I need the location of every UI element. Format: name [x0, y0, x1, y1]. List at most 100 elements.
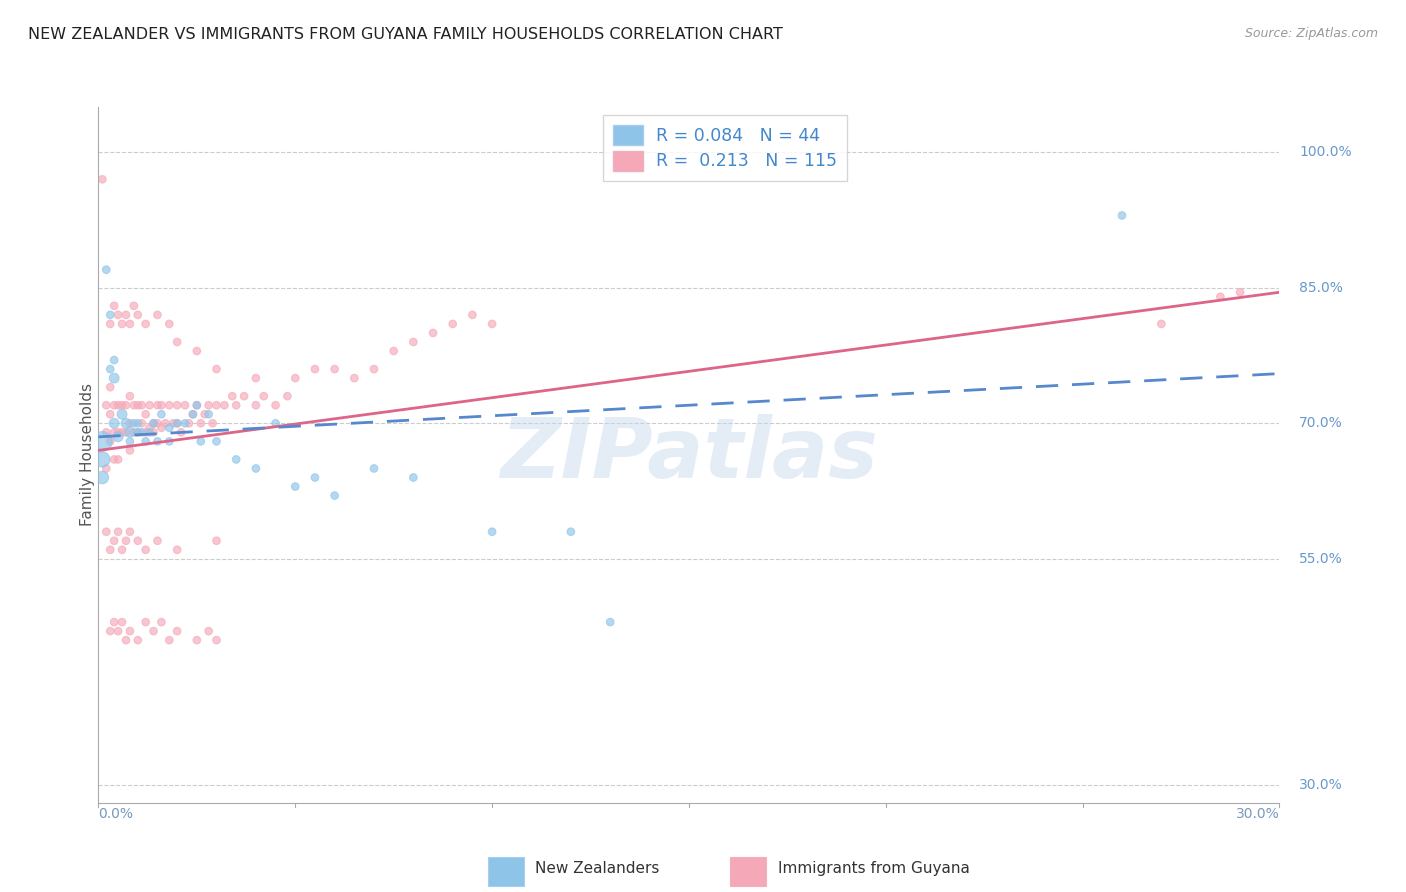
- Point: [174, 417, 197, 431]
- Point: [157, 421, 180, 435]
- Point: [111, 425, 134, 440]
- Point: [111, 615, 134, 629]
- Point: [205, 362, 228, 376]
- Point: [170, 425, 193, 440]
- Point: [402, 470, 425, 484]
- Point: [98, 624, 121, 639]
- Point: [115, 633, 138, 648]
- Point: [363, 461, 385, 475]
- Point: [284, 479, 307, 493]
- Point: [177, 417, 200, 431]
- Point: [91, 470, 114, 484]
- Point: [1150, 317, 1173, 331]
- Point: [115, 398, 138, 412]
- Point: [107, 430, 129, 444]
- Point: [111, 542, 134, 557]
- Point: [157, 398, 180, 412]
- Point: [98, 380, 121, 394]
- Point: [461, 308, 484, 322]
- Text: 70.0%: 70.0%: [1299, 417, 1343, 430]
- Point: [142, 425, 165, 440]
- Point: [146, 533, 169, 548]
- Point: [304, 470, 326, 484]
- Point: [205, 533, 228, 548]
- Point: [98, 434, 121, 449]
- Point: [122, 299, 145, 313]
- Point: [118, 417, 141, 431]
- Point: [166, 542, 188, 557]
- Point: [166, 398, 188, 412]
- Point: [103, 615, 125, 629]
- Point: [142, 417, 165, 431]
- Point: [122, 417, 145, 431]
- Legend: R = 0.084   N = 44, R =  0.213   N = 115: R = 0.084 N = 44, R = 0.213 N = 115: [603, 115, 848, 180]
- Point: [111, 398, 134, 412]
- Point: [481, 317, 503, 331]
- Point: [107, 524, 129, 539]
- Point: [157, 633, 180, 648]
- Point: [98, 317, 121, 331]
- Point: [221, 389, 243, 403]
- Point: [138, 398, 160, 412]
- Point: [91, 172, 114, 186]
- Point: [127, 425, 149, 440]
- Point: [441, 317, 464, 331]
- Point: [103, 417, 125, 431]
- Point: [323, 489, 346, 503]
- Point: [103, 353, 125, 368]
- Point: [245, 398, 267, 412]
- Point: [107, 452, 129, 467]
- Point: [343, 371, 366, 385]
- Point: [103, 452, 125, 467]
- Point: [560, 524, 582, 539]
- Point: [146, 398, 169, 412]
- Text: Source: ZipAtlas.com: Source: ZipAtlas.com: [1244, 27, 1378, 40]
- Point: [135, 615, 157, 629]
- Point: [481, 524, 503, 539]
- Point: [214, 398, 236, 412]
- Point: [205, 434, 228, 449]
- Point: [181, 407, 204, 421]
- Point: [96, 398, 118, 412]
- Point: [1111, 209, 1133, 223]
- Point: [225, 398, 247, 412]
- Point: [181, 407, 204, 421]
- Point: [205, 398, 228, 412]
- Point: [205, 633, 228, 648]
- Text: 55.0%: 55.0%: [1299, 552, 1343, 566]
- Point: [150, 615, 173, 629]
- Point: [264, 398, 287, 412]
- Point: [103, 533, 125, 548]
- Point: [118, 317, 141, 331]
- Point: [127, 533, 149, 548]
- Point: [127, 425, 149, 440]
- Point: [166, 417, 188, 431]
- Point: [118, 425, 141, 440]
- Point: [107, 308, 129, 322]
- Point: [127, 398, 149, 412]
- Point: [118, 443, 141, 458]
- Point: [138, 421, 160, 435]
- Point: [135, 425, 157, 440]
- Point: [197, 398, 219, 412]
- Point: [599, 615, 621, 629]
- Point: [186, 344, 208, 359]
- Point: [190, 417, 212, 431]
- Point: [190, 434, 212, 449]
- Point: [115, 425, 138, 440]
- Point: [118, 389, 141, 403]
- Text: ZIPatlas: ZIPatlas: [501, 415, 877, 495]
- Point: [264, 417, 287, 431]
- Point: [146, 417, 169, 431]
- Y-axis label: Family Households: Family Households: [80, 384, 94, 526]
- Point: [323, 362, 346, 376]
- Point: [127, 417, 149, 431]
- FancyBboxPatch shape: [488, 857, 523, 887]
- Point: [150, 398, 173, 412]
- Point: [98, 308, 121, 322]
- Point: [91, 434, 114, 449]
- Text: NEW ZEALANDER VS IMMIGRANTS FROM GUYANA FAMILY HOUSEHOLDS CORRELATION CHART: NEW ZEALANDER VS IMMIGRANTS FROM GUYANA …: [28, 27, 783, 42]
- Point: [103, 425, 125, 440]
- Point: [162, 417, 184, 431]
- Point: [96, 524, 118, 539]
